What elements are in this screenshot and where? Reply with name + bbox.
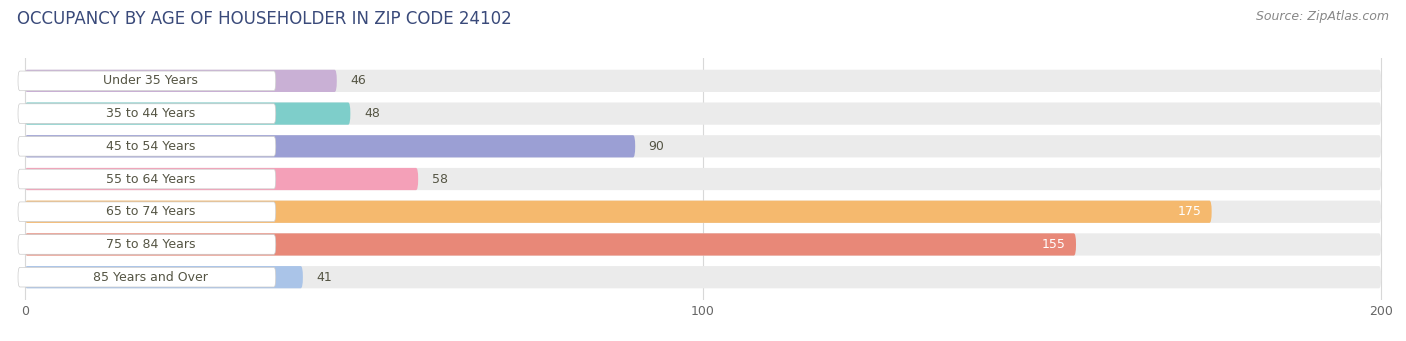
Text: 175: 175: [1178, 205, 1202, 218]
FancyBboxPatch shape: [25, 168, 418, 190]
FancyBboxPatch shape: [25, 266, 1381, 288]
FancyBboxPatch shape: [25, 233, 1381, 256]
FancyBboxPatch shape: [18, 104, 276, 123]
FancyBboxPatch shape: [25, 135, 636, 158]
Text: 45 to 54 Years: 45 to 54 Years: [105, 140, 195, 153]
FancyBboxPatch shape: [25, 233, 1076, 256]
FancyBboxPatch shape: [18, 169, 276, 189]
Text: 90: 90: [648, 140, 665, 153]
Text: 46: 46: [350, 74, 366, 87]
Text: 75 to 84 Years: 75 to 84 Years: [105, 238, 195, 251]
Text: OCCUPANCY BY AGE OF HOUSEHOLDER IN ZIP CODE 24102: OCCUPANCY BY AGE OF HOUSEHOLDER IN ZIP C…: [17, 10, 512, 28]
FancyBboxPatch shape: [18, 71, 276, 91]
FancyBboxPatch shape: [25, 70, 337, 92]
Text: 41: 41: [316, 271, 332, 284]
Text: 155: 155: [1042, 238, 1066, 251]
FancyBboxPatch shape: [18, 202, 276, 222]
FancyBboxPatch shape: [25, 102, 350, 125]
FancyBboxPatch shape: [25, 102, 1381, 125]
Text: 35 to 44 Years: 35 to 44 Years: [105, 107, 195, 120]
FancyBboxPatch shape: [25, 201, 1381, 223]
FancyBboxPatch shape: [25, 266, 302, 288]
Text: 85 Years and Over: 85 Years and Over: [93, 271, 208, 284]
FancyBboxPatch shape: [25, 70, 1381, 92]
FancyBboxPatch shape: [25, 168, 1381, 190]
Text: Under 35 Years: Under 35 Years: [103, 74, 198, 87]
Text: 58: 58: [432, 173, 447, 186]
Text: Source: ZipAtlas.com: Source: ZipAtlas.com: [1256, 10, 1389, 23]
Text: 65 to 74 Years: 65 to 74 Years: [105, 205, 195, 218]
Text: 48: 48: [364, 107, 380, 120]
FancyBboxPatch shape: [25, 135, 1381, 158]
FancyBboxPatch shape: [18, 267, 276, 287]
FancyBboxPatch shape: [18, 136, 276, 156]
Text: 55 to 64 Years: 55 to 64 Years: [105, 173, 195, 186]
FancyBboxPatch shape: [18, 235, 276, 254]
FancyBboxPatch shape: [25, 201, 1212, 223]
